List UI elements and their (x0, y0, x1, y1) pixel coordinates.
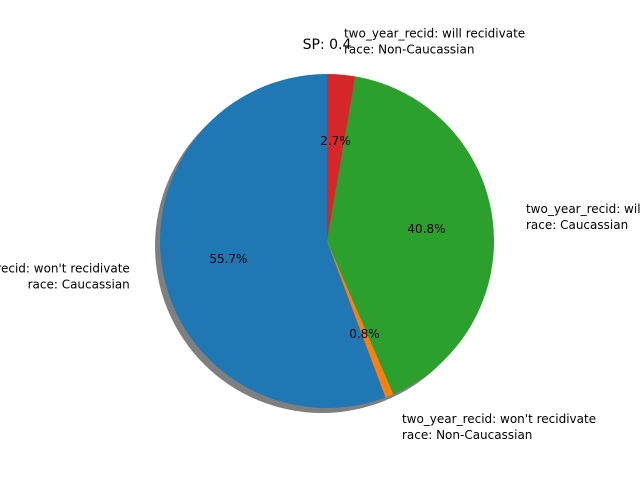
pie-pct-label-two-year-recid-will-recidivate-race-non-caucassian: 2.7% (320, 134, 351, 148)
pie-category-label-two-year-recid-won-t-recidivate-race-caucassian: two_year_recid: won't recidivate race: Ca… (0, 262, 130, 292)
pie-category-label-two-year-recid-will-recidivate-race-caucassian: two_year_recid: will recidivate race: Cau… (526, 202, 640, 232)
pie-pct-label-two-year-recid-will-recidivate-race-caucassian: 40.8% (407, 222, 445, 236)
pie-slice-two-year-recid-will-recidivate-race-caucassian (327, 76, 494, 395)
pie-category-label-line: two_year_recid: will recidivate (526, 202, 640, 216)
pie-pct-label-two-year-recid-won-t-recidivate-race-non-caucassian: 0.8% (349, 327, 380, 341)
pie-category-label-line: race: Caucassian (526, 218, 628, 232)
pie-slice-two-year-recid-won-t-recidivate-race-non-caucassian (327, 241, 394, 398)
chart-title: SP: 0.4 (303, 37, 352, 53)
pie-category-label-two-year-recid-will-recidivate-race-non-caucassian: two_year_recid: will recidivate race: Non… (344, 26, 525, 56)
pie-pct-label-two-year-recid-won-t-recidivate-race-caucassian: 55.7% (209, 252, 247, 266)
pie-category-label-line: two_year_recid: won't recidivate (0, 262, 130, 276)
pie-labels-group: 55.7% two_year_recid: won't recidivate rac… (0, 26, 640, 442)
pie-category-label-line: race: Non-Caucassian (402, 428, 532, 442)
pie-slice-two-year-recid-won-t-recidivate-race-caucassian (160, 74, 386, 409)
pie-category-label-two-year-recid-won-t-recidivate-race-non-caucassian: two_year_recid: won't recidivate race: No… (402, 412, 596, 442)
pie-category-label-line: race: Non-Caucassian (344, 42, 474, 56)
pie-category-label-line: race: Caucassian (28, 278, 130, 292)
pie-slices-group (160, 74, 494, 409)
pie-slice-two-year-recid-will-recidivate-race-non-caucassian (327, 74, 356, 241)
pie-category-label-line: two_year_recid: will recidivate (344, 26, 525, 40)
pie-category-label-line: two_year_recid: won't recidivate (402, 412, 596, 426)
